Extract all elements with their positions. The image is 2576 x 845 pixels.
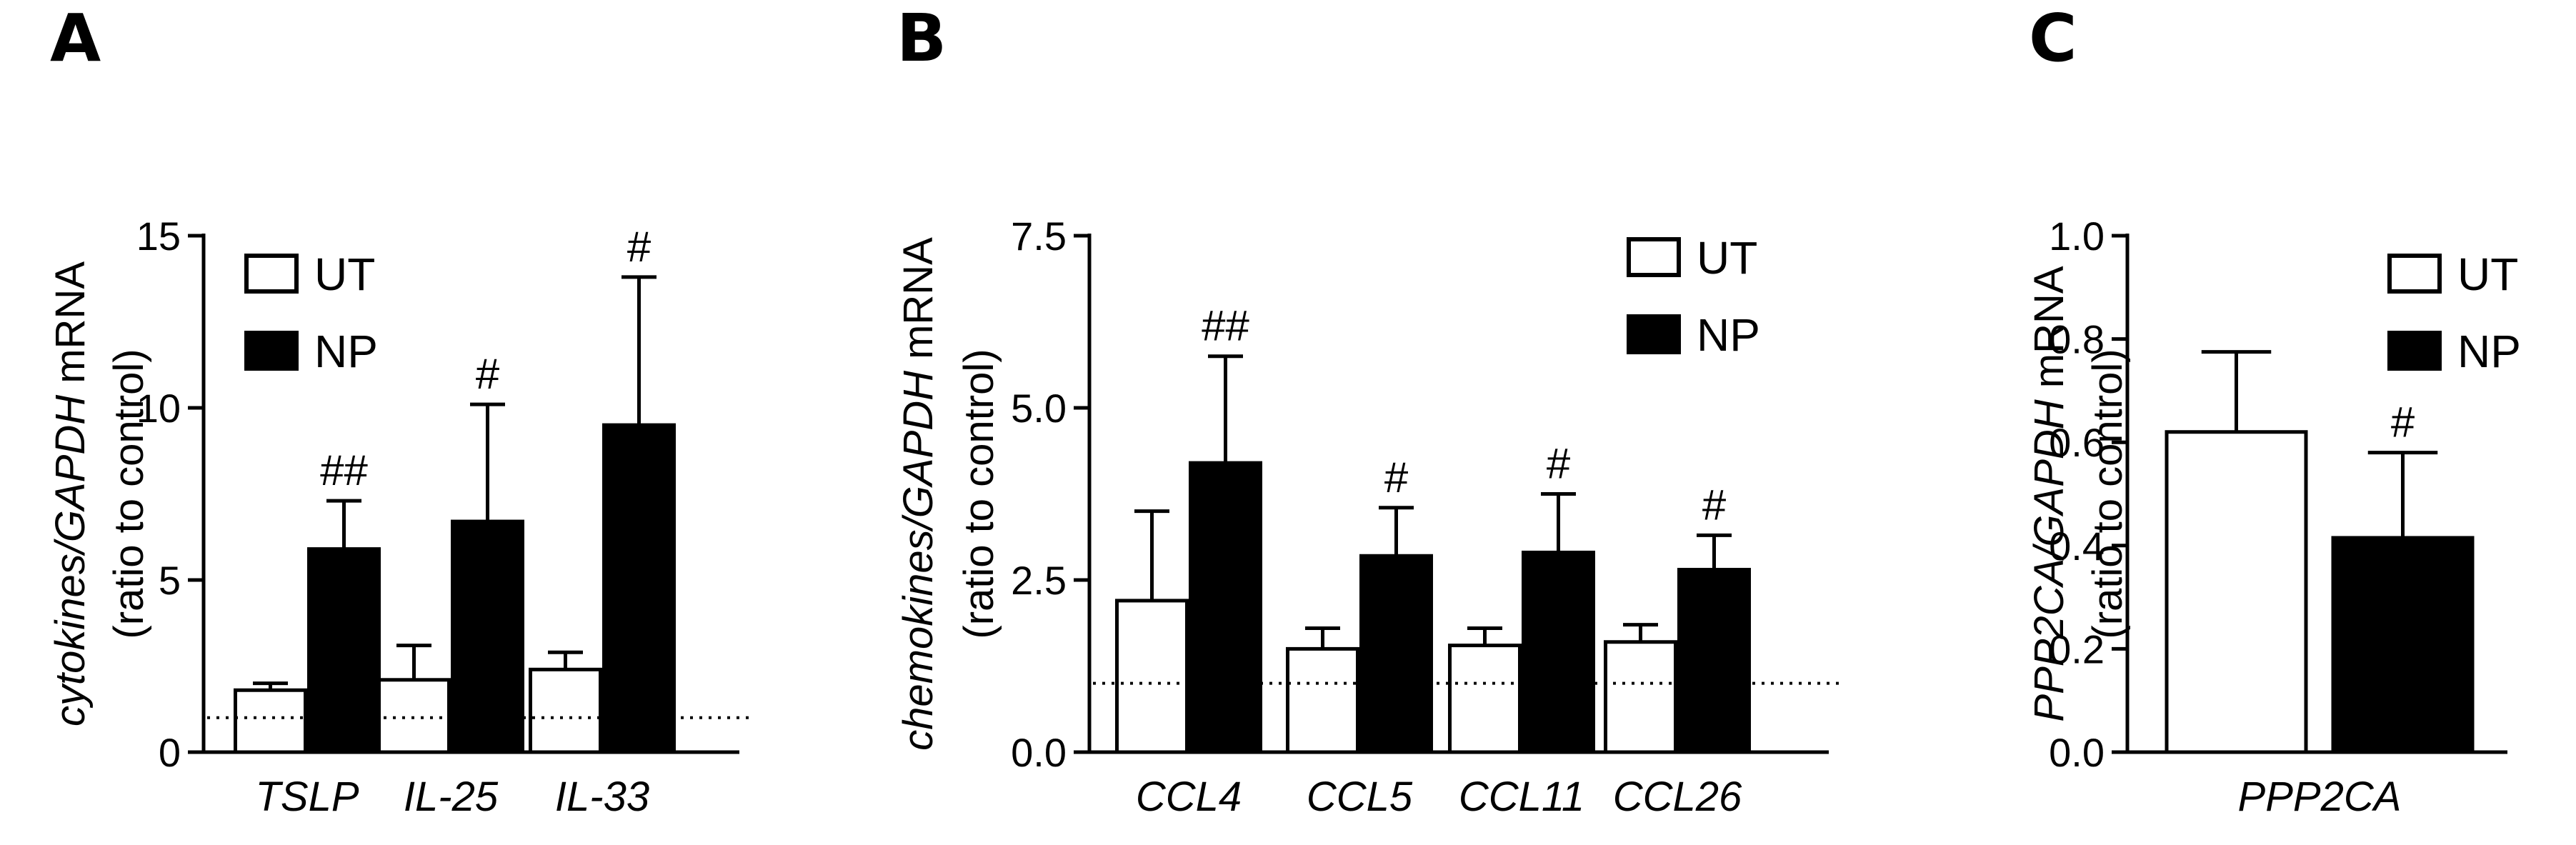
- significance-marker: #: [627, 223, 652, 271]
- panel-c: C PPP2CA/GAPDH mRNA (ratio to control) 0.0 0…: [2026, 0, 2521, 820]
- y-tick-label: 1.0: [2049, 214, 2105, 259]
- y-axis-title: PPP2CA/GAPDH mRNA: [2026, 266, 2072, 721]
- legend-swatch-ut: [1627, 237, 1681, 277]
- bar-np-ccl5: [1359, 554, 1433, 754]
- bar-ut-ppp2ca: [2165, 430, 2308, 754]
- bar-ut-ccl5: [1286, 646, 1359, 754]
- legend: UT NP: [244, 249, 378, 377]
- y-tick-label: 10: [136, 386, 181, 431]
- y-axis-title-gene: cytokines/GAPDH: [47, 395, 94, 726]
- y-axis-title-unit: mRNA: [2026, 266, 2072, 399]
- y-tick-label: 0.4: [2049, 524, 2105, 569]
- legend-label-np: NP: [2457, 326, 2521, 377]
- significance-marker: #: [1384, 454, 1409, 501]
- bar-np-ccl4: [1189, 461, 1262, 754]
- bar-np-il-25: [451, 519, 524, 754]
- y-tick-label: 0.8: [2049, 317, 2105, 362]
- legend-label-ut: UT: [314, 249, 375, 300]
- y-tick-label: 5.0: [1011, 386, 1067, 431]
- bar-np-il-33: [602, 423, 676, 754]
- significance-marker: #: [2391, 399, 2415, 446]
- y-tick-label: 0: [159, 730, 181, 775]
- x-category-label: CCL26: [1613, 774, 1742, 820]
- y-tick-label: 0.2: [2049, 626, 2105, 671]
- y-tick-label: 5: [159, 558, 181, 603]
- y-tick-label: 0.0: [2049, 730, 2105, 775]
- y-tick-label: 7.5: [1011, 214, 1067, 259]
- legend-swatch-ut: [2387, 254, 2442, 294]
- x-category-label: CCL11: [1459, 774, 1584, 820]
- significance-marker: ##: [1202, 302, 1249, 350]
- legend: UT NP: [1627, 232, 1760, 361]
- y-axis-subtitle: (ratio to control): [106, 349, 152, 639]
- x-category-label: CCL4: [1136, 774, 1242, 820]
- panel-letter: A: [50, 0, 101, 76]
- significance-marker: #: [1702, 481, 1727, 529]
- x-category-label: PPP2CA: [2238, 774, 2402, 820]
- bar-np-ccl26: [1677, 568, 1751, 754]
- bar-ut-il-33: [529, 667, 602, 754]
- bar-ut-ccl4: [1115, 599, 1189, 754]
- y-axis-title-unit: mRNA: [895, 237, 942, 371]
- significance-marker: ##: [320, 446, 368, 494]
- x-category-label: TSLP: [255, 774, 359, 820]
- bar-np-ccl11: [1522, 550, 1595, 754]
- bar-ut-il-25: [377, 678, 451, 754]
- y-axis-title: cytokines/GAPDH mRNA: [47, 261, 94, 726]
- legend-swatch-ut: [244, 254, 299, 294]
- bar-np-ppp2ca: [2331, 536, 2475, 754]
- bar-ut-ccl26: [1604, 640, 1677, 754]
- y-axis-title-gene: chemokines/GAPDH: [895, 371, 942, 751]
- panel-letter: C: [2029, 0, 2077, 76]
- y-axis-subtitle: (ratio to control): [956, 349, 1002, 639]
- significance-marker: #: [476, 350, 500, 398]
- legend-label-ut: UT: [1697, 232, 1757, 284]
- bar-np-tslp: [307, 547, 381, 754]
- legend-swatch-np: [244, 331, 299, 371]
- bar-ut-tslp: [234, 688, 307, 754]
- y-tick-label: 0.0: [1011, 730, 1067, 775]
- y-axis-title-gene: PPP2CA/GAPDH: [2026, 399, 2072, 721]
- x-category-label: CCL5: [1307, 774, 1413, 820]
- y-axis-title: chemokines/GAPDH mRNA: [895, 237, 942, 751]
- legend-swatch-np: [2387, 331, 2442, 371]
- panel-letter: B: [897, 0, 947, 76]
- y-axis-title-unit: mRNA: [47, 261, 94, 395]
- y-tick-label: 15: [136, 214, 181, 259]
- x-category-label: IL-25: [404, 774, 499, 820]
- legend: UT NP: [2387, 249, 2521, 377]
- legend-swatch-np: [1627, 314, 1681, 354]
- y-tick-label: 2.5: [1011, 558, 1067, 603]
- legend-label-ut: UT: [2457, 249, 2518, 300]
- legend-label-np: NP: [314, 326, 378, 377]
- legend-label-np: NP: [1697, 309, 1760, 361]
- y-axis-subtitle: (ratio to control): [2085, 349, 2131, 639]
- bar-ut-ccl11: [1448, 644, 1522, 754]
- significance-marker: #: [1547, 440, 1571, 488]
- y-tick-label: 0.6: [2049, 420, 2105, 465]
- x-category-label: IL-33: [555, 774, 649, 820]
